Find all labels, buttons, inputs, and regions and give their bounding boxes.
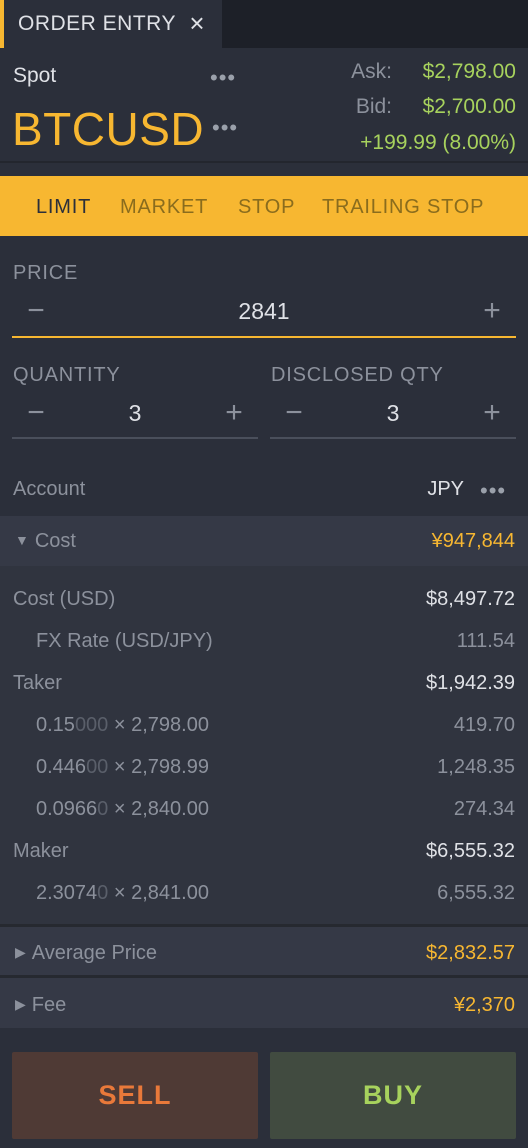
disclosed-qty-underline: [270, 437, 516, 439]
taker-value: $1,942.39: [426, 672, 515, 694]
divider: [0, 924, 528, 927]
price-change: +199.99 (8.00%): [360, 131, 516, 154]
minus-icon[interactable]: −: [27, 396, 45, 429]
bid-value: $2,700.00: [422, 95, 516, 118]
cost-label: Cost: [34, 530, 76, 552]
ask-label: Ask:: [351, 60, 392, 83]
account-label: Account: [13, 478, 86, 500]
account-value[interactable]: JPY: [427, 478, 464, 500]
average-price-value: $2,832.57: [426, 942, 515, 964]
cost-usd-label: Cost (USD): [13, 588, 116, 610]
symbol: BTCUSD: [12, 103, 205, 155]
more-icon[interactable]: •••: [480, 478, 507, 503]
tab-order-entry[interactable]: ORDER ENTRY ×: [0, 0, 222, 48]
taker-label: Taker: [13, 672, 62, 694]
fx-rate-value: 111.54: [456, 630, 515, 652]
cost-toggle[interactable]: ▼ Cost: [15, 530, 76, 553]
plus-icon[interactable]: +: [483, 396, 501, 429]
tab-limit[interactable]: LIMIT: [36, 196, 92, 218]
fee-toggle[interactable]: ▶ Fee: [15, 994, 66, 1017]
caret-down-icon: ▼: [15, 532, 29, 548]
minus-icon[interactable]: −: [285, 396, 303, 429]
tab-trailing-stop[interactable]: TRAILING STOP: [322, 196, 485, 218]
quantity-input[interactable]: 3: [128, 400, 142, 426]
more-icon[interactable]: •••: [212, 115, 239, 140]
cost-header[interactable]: [0, 516, 528, 566]
quantity-label: QUANTITY: [13, 364, 121, 386]
tab-stop[interactable]: STOP: [238, 196, 296, 218]
disclosed-qty-label: DISCLOSED QTY: [271, 364, 444, 386]
fill-qty: 0.15000 × 2,798.00: [36, 714, 209, 736]
bid-label: Bid:: [355, 95, 392, 118]
divider: [0, 975, 528, 978]
disclosed-qty-input[interactable]: 3: [386, 400, 400, 426]
fill-qty: 0.09660 × 2,840.00: [36, 798, 209, 820]
maker-label: Maker: [13, 840, 69, 862]
plus-icon[interactable]: +: [225, 396, 243, 429]
price-label: PRICE: [13, 262, 79, 284]
tab-title: ORDER ENTRY: [18, 12, 176, 35]
ask-value: $2,798.00: [422, 60, 516, 83]
fill-total: 6,555.32: [437, 882, 515, 904]
average-price-label: Average Price: [31, 942, 158, 964]
fill-qty: 0.44600 × 2,798.99: [36, 756, 209, 778]
average-price-toggle[interactable]: ▶ Average Price: [15, 942, 157, 965]
order-type-tabs: LIMIT MARKET STOP TRAILING STOP: [0, 176, 528, 236]
buy-button[interactable]: BUY: [270, 1052, 516, 1139]
fill-total: 419.70: [453, 714, 515, 736]
price-input[interactable]: 2841: [238, 298, 290, 324]
plus-icon[interactable]: +: [483, 294, 501, 327]
fee-value: ¥2,370: [453, 994, 515, 1016]
sell-button[interactable]: SELL: [12, 1052, 258, 1139]
fill-total: 274.34: [453, 798, 515, 820]
quantity-underline: [12, 437, 258, 439]
cost-value: ¥947,844: [431, 530, 515, 552]
more-icon[interactable]: •••: [210, 65, 237, 90]
tab-market[interactable]: MARKET: [120, 196, 209, 218]
fill-qty: 2.30740 × 2,841.00: [36, 882, 209, 904]
fee-row[interactable]: [0, 978, 528, 1028]
caret-right-icon: ▶: [15, 996, 26, 1012]
maker-value: $6,555.32: [426, 840, 515, 862]
cost-usd-value: $8,497.72: [426, 588, 515, 610]
cost-details: [0, 566, 528, 924]
tab-bar: ORDER ENTRY ×: [0, 0, 528, 48]
caret-right-icon: ▶: [15, 944, 26, 960]
close-icon[interactable]: ×: [189, 8, 205, 38]
fill-total: 1,248.35: [437, 756, 515, 778]
price-underline: [12, 336, 516, 338]
fx-rate-label: FX Rate (USD/JPY): [36, 630, 213, 652]
average-price-row[interactable]: [0, 927, 528, 975]
fee-label: Fee: [31, 994, 67, 1016]
minus-icon[interactable]: −: [27, 294, 45, 327]
instrument-header: [0, 48, 528, 163]
market-type: Spot: [13, 64, 57, 87]
